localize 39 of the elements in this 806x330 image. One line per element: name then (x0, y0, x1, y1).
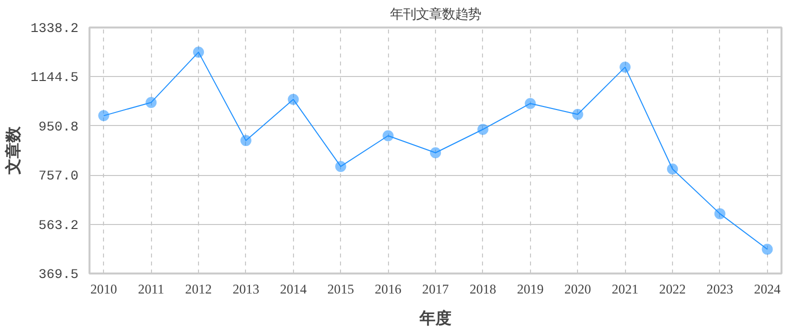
y-tick-label: 950.8 (38, 120, 79, 136)
x-tick-label: 2014 (280, 282, 307, 296)
x-tick-label: 2023 (706, 282, 734, 296)
y-axis-title: 文章数 (4, 126, 23, 176)
point (620, 62, 631, 73)
point (335, 160, 346, 172)
x-tick-label: 2011 (138, 282, 164, 296)
y-tick-label: 1338.2 (30, 22, 79, 37)
point (146, 96, 157, 108)
y-tick-label: 369.5 (38, 268, 79, 283)
x-axis-title: 年度 (418, 308, 452, 328)
y-tick-label: 1144.5 (30, 71, 79, 86)
point (240, 135, 252, 146)
point (288, 94, 299, 105)
x-tick-label: 2019 (516, 282, 544, 296)
x-tick-label: 2020 (564, 282, 592, 296)
point (430, 147, 441, 158)
x-tick-label: 2010 (90, 282, 118, 296)
point (572, 108, 584, 120)
y-tick-label: 757.0 (38, 170, 79, 185)
x-tick-label: 2024 (754, 282, 781, 296)
x-tick-label: 2021 (612, 282, 638, 296)
x-tick-label: 2017 (422, 282, 450, 296)
point (762, 244, 773, 255)
x-tick-label: 2012 (185, 282, 212, 296)
x-tick-label: 2013 (232, 282, 260, 296)
point (193, 46, 204, 58)
y-tick-label: 563.2 (38, 218, 79, 234)
x-tick-label: 2022 (659, 282, 686, 296)
x-tick-label: 2016 (374, 282, 402, 296)
point (714, 208, 726, 220)
chart-title: 年刊文章数趋势 (390, 8, 481, 22)
point (666, 164, 678, 174)
point (477, 124, 488, 135)
point (98, 110, 110, 122)
point (382, 130, 394, 142)
x-tick-label: 2015 (327, 282, 354, 296)
point (524, 98, 536, 109)
x-tick-label: 2018 (470, 282, 497, 296)
